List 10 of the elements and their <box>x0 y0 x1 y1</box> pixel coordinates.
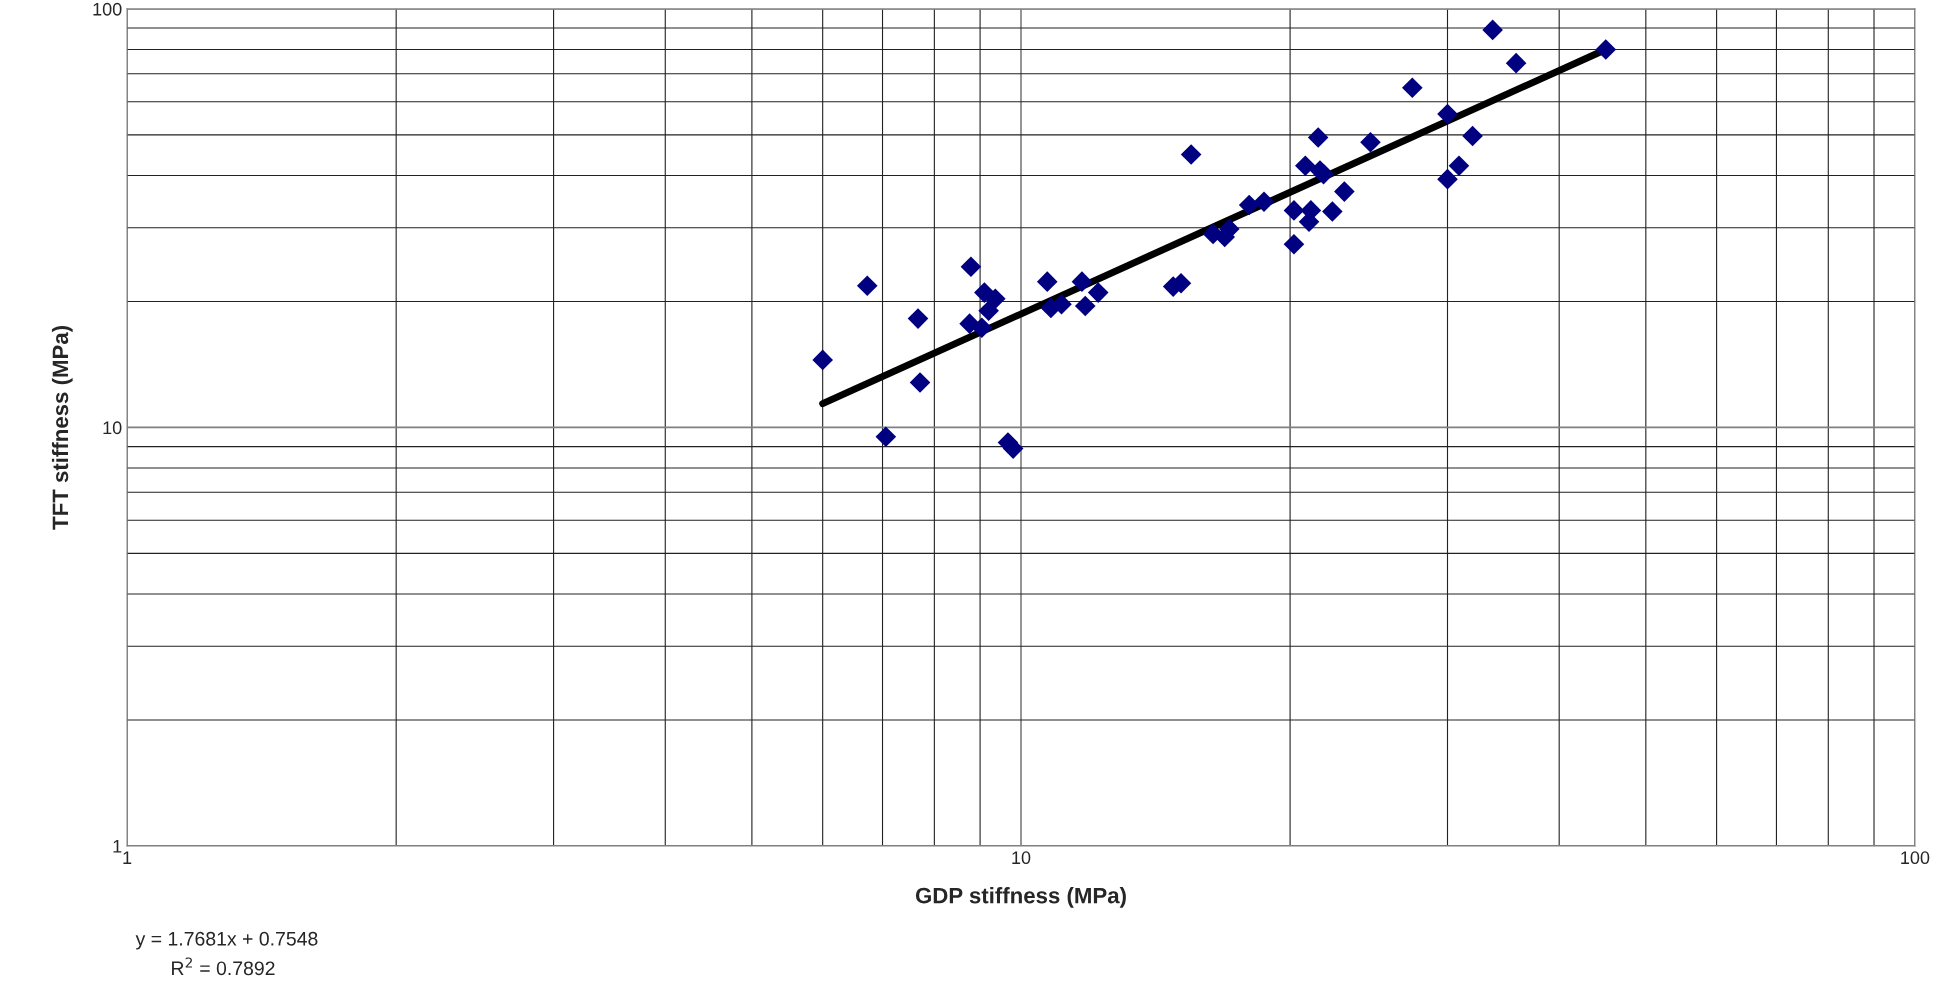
y-tick-label: 10 <box>103 421 122 435</box>
y-tick-label: 1 <box>113 840 122 853</box>
x-tick-label: 100 <box>1901 851 1930 865</box>
x-axis-title: GDP stiffness (MPa) <box>915 887 1126 908</box>
y-tick-label: 100 <box>93 2 122 16</box>
text: R$^{2}$ = 0.7892 <box>172 957 275 976</box>
x-tick-label: 1 <box>123 851 132 864</box>
y-axis-title: TFT stiffness (MPa) <box>51 326 73 530</box>
text: y = 1.7681x + 0.7548 <box>135 931 318 950</box>
x-tick-label: 10 <box>1012 851 1031 865</box>
